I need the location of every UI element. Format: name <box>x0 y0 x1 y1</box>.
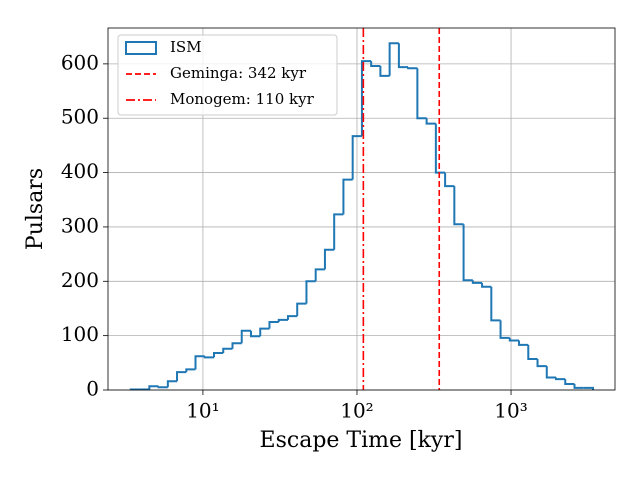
histogram-step <box>166 380 178 388</box>
histogram-step <box>157 386 168 389</box>
histogram-step <box>203 356 214 359</box>
histogram-step <box>564 379 575 386</box>
histogram-step <box>583 386 594 390</box>
histogram-step <box>277 318 288 323</box>
histogram-step <box>527 344 538 361</box>
histogram-step <box>416 68 427 120</box>
histogram-step <box>360 60 372 137</box>
histogram-step <box>471 280 483 284</box>
y-tick-label: 400 <box>61 159 99 183</box>
histogram-step <box>462 224 473 282</box>
legend-label: Monogem: 110 kyr <box>170 90 315 108</box>
histogram-step <box>434 123 446 174</box>
y-tick-label: 600 <box>61 50 99 74</box>
histogram-step <box>508 337 520 342</box>
histogram-step <box>453 186 464 226</box>
histogram-step <box>231 342 242 349</box>
histogram-step <box>194 355 205 370</box>
y-tick-label: 500 <box>61 105 99 129</box>
legend: ISM Geminga: 342 kyr Monogem: 110 kyr <box>117 34 338 116</box>
histogram-step <box>444 172 455 188</box>
histogram-step <box>323 248 335 270</box>
histogram-step <box>176 371 187 382</box>
y-tick-label: 100 <box>61 322 99 346</box>
histogram-step <box>490 286 501 322</box>
histogram-step <box>333 213 344 250</box>
histogram-step <box>185 368 196 373</box>
legend-box <box>117 34 338 116</box>
x-tick-label: 10¹ <box>186 399 219 423</box>
histogram-step <box>222 347 233 354</box>
histogram-step <box>249 330 261 338</box>
plot-frame <box>107 27 616 391</box>
histogram-step <box>545 366 557 379</box>
histogram-step <box>286 315 298 320</box>
histogram-step <box>555 377 566 381</box>
histogram-step <box>518 340 529 346</box>
legend-label: Geminga: 342 kyr <box>170 64 307 82</box>
histogram-step <box>481 282 492 288</box>
legend-label: ISM <box>170 38 202 56</box>
legend-swatch <box>125 41 157 55</box>
x-tick-label: 10² <box>340 399 373 423</box>
y-tick-label: 200 <box>61 268 99 292</box>
histogram-step <box>212 352 224 358</box>
y-axis-label: Pulsars <box>23 168 48 250</box>
histogram-step <box>573 384 584 389</box>
x-axis-label: Escape Time [kyr] <box>260 428 463 453</box>
histogram-step <box>305 280 316 304</box>
histogram-step <box>536 359 547 368</box>
histogram-step <box>342 178 353 215</box>
histogram-step <box>296 302 307 317</box>
histogram-step <box>388 42 399 76</box>
histogram-step <box>240 329 251 344</box>
x-tick-label: 10³ <box>494 399 527 423</box>
histogram-step <box>397 43 409 69</box>
y-tick-label: 300 <box>61 213 99 237</box>
histogram-step <box>499 320 510 339</box>
histogram-step <box>379 66 390 77</box>
histogram-step <box>268 321 279 329</box>
histogram-step <box>351 135 362 180</box>
histogram-step <box>259 327 270 337</box>
histogram-step <box>425 118 436 125</box>
histogram-step <box>407 67 418 70</box>
histogram-step <box>370 61 381 68</box>
y-tick-label: 0 <box>86 377 99 401</box>
histogram-step <box>148 385 159 390</box>
histogram-step <box>314 268 325 282</box>
